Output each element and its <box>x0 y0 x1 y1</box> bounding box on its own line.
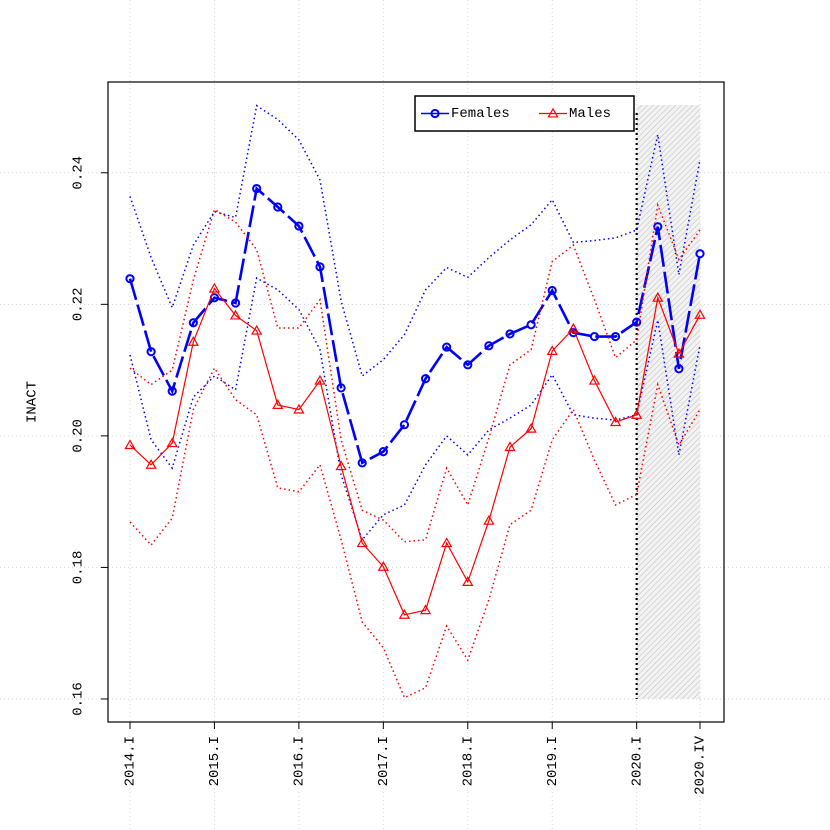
point <box>609 416 622 427</box>
point <box>673 347 685 358</box>
point <box>441 537 453 548</box>
x-tick-label: 2017.I <box>376 736 392 786</box>
point <box>442 342 452 352</box>
point <box>293 403 305 414</box>
point <box>272 399 284 410</box>
legend-label: Females <box>451 106 510 122</box>
legend-marker <box>430 108 440 119</box>
x-tick-label: 2020.IV <box>693 735 709 794</box>
point <box>674 364 684 374</box>
point <box>505 329 515 339</box>
point <box>546 345 558 356</box>
y-tick-label: 0.24 <box>71 156 87 190</box>
legend-marker <box>547 107 559 118</box>
point <box>694 309 706 319</box>
point <box>124 439 136 450</box>
y-tick-label: 0.18 <box>71 551 87 585</box>
point <box>567 322 579 333</box>
point <box>610 331 621 342</box>
point <box>187 336 199 346</box>
upper-band <box>129 202 701 543</box>
point <box>188 318 198 328</box>
point <box>652 291 664 302</box>
point <box>399 420 410 430</box>
y-tick-label: 0.20 <box>71 419 87 453</box>
point <box>336 383 346 393</box>
point <box>251 324 263 335</box>
point <box>419 604 432 615</box>
point <box>125 274 135 284</box>
x-tick-label: 2018.I <box>460 736 476 786</box>
point <box>273 202 283 212</box>
point <box>463 360 473 370</box>
point <box>357 458 367 468</box>
point <box>525 422 537 433</box>
shaded-region <box>636 105 700 699</box>
point <box>588 374 601 385</box>
y-tick-label: 0.16 <box>71 682 87 716</box>
y-tick-label: 0.22 <box>71 288 87 322</box>
lower-band <box>129 366 701 699</box>
point <box>166 437 178 448</box>
plot <box>124 104 706 699</box>
y-axis-label: INACT <box>25 381 41 423</box>
point <box>653 222 663 232</box>
point <box>631 409 643 419</box>
point <box>294 221 304 231</box>
point <box>695 249 705 259</box>
point <box>377 560 389 571</box>
series-line <box>129 287 701 616</box>
point <box>632 317 642 327</box>
point <box>208 282 221 293</box>
lower-band <box>129 276 701 542</box>
x-tick-label: 2020.I <box>629 736 645 786</box>
plot-frame <box>107 81 725 723</box>
x-tick-label: 2014.I <box>123 736 139 786</box>
point <box>484 341 494 351</box>
x-tick-label: 2016.I <box>292 736 308 786</box>
point <box>145 459 157 469</box>
legend: Females Males <box>414 95 635 132</box>
point <box>526 320 536 330</box>
point <box>420 374 431 384</box>
point <box>356 537 368 548</box>
point <box>589 331 600 342</box>
point <box>146 347 156 357</box>
point <box>314 374 326 385</box>
point <box>504 441 516 452</box>
point <box>315 262 325 272</box>
point <box>483 514 495 525</box>
point <box>167 386 177 396</box>
x-tick-label: 2019.I <box>545 736 561 786</box>
point <box>398 608 411 619</box>
point <box>229 309 242 320</box>
point <box>462 576 474 586</box>
legend-label: Males <box>569 106 611 122</box>
point <box>547 285 557 296</box>
point <box>335 460 347 471</box>
series-line <box>128 186 702 465</box>
x-tick-label: 2015.I <box>207 736 223 786</box>
point <box>230 298 241 308</box>
point <box>252 183 262 194</box>
point <box>378 447 388 457</box>
legend-box <box>414 95 635 132</box>
